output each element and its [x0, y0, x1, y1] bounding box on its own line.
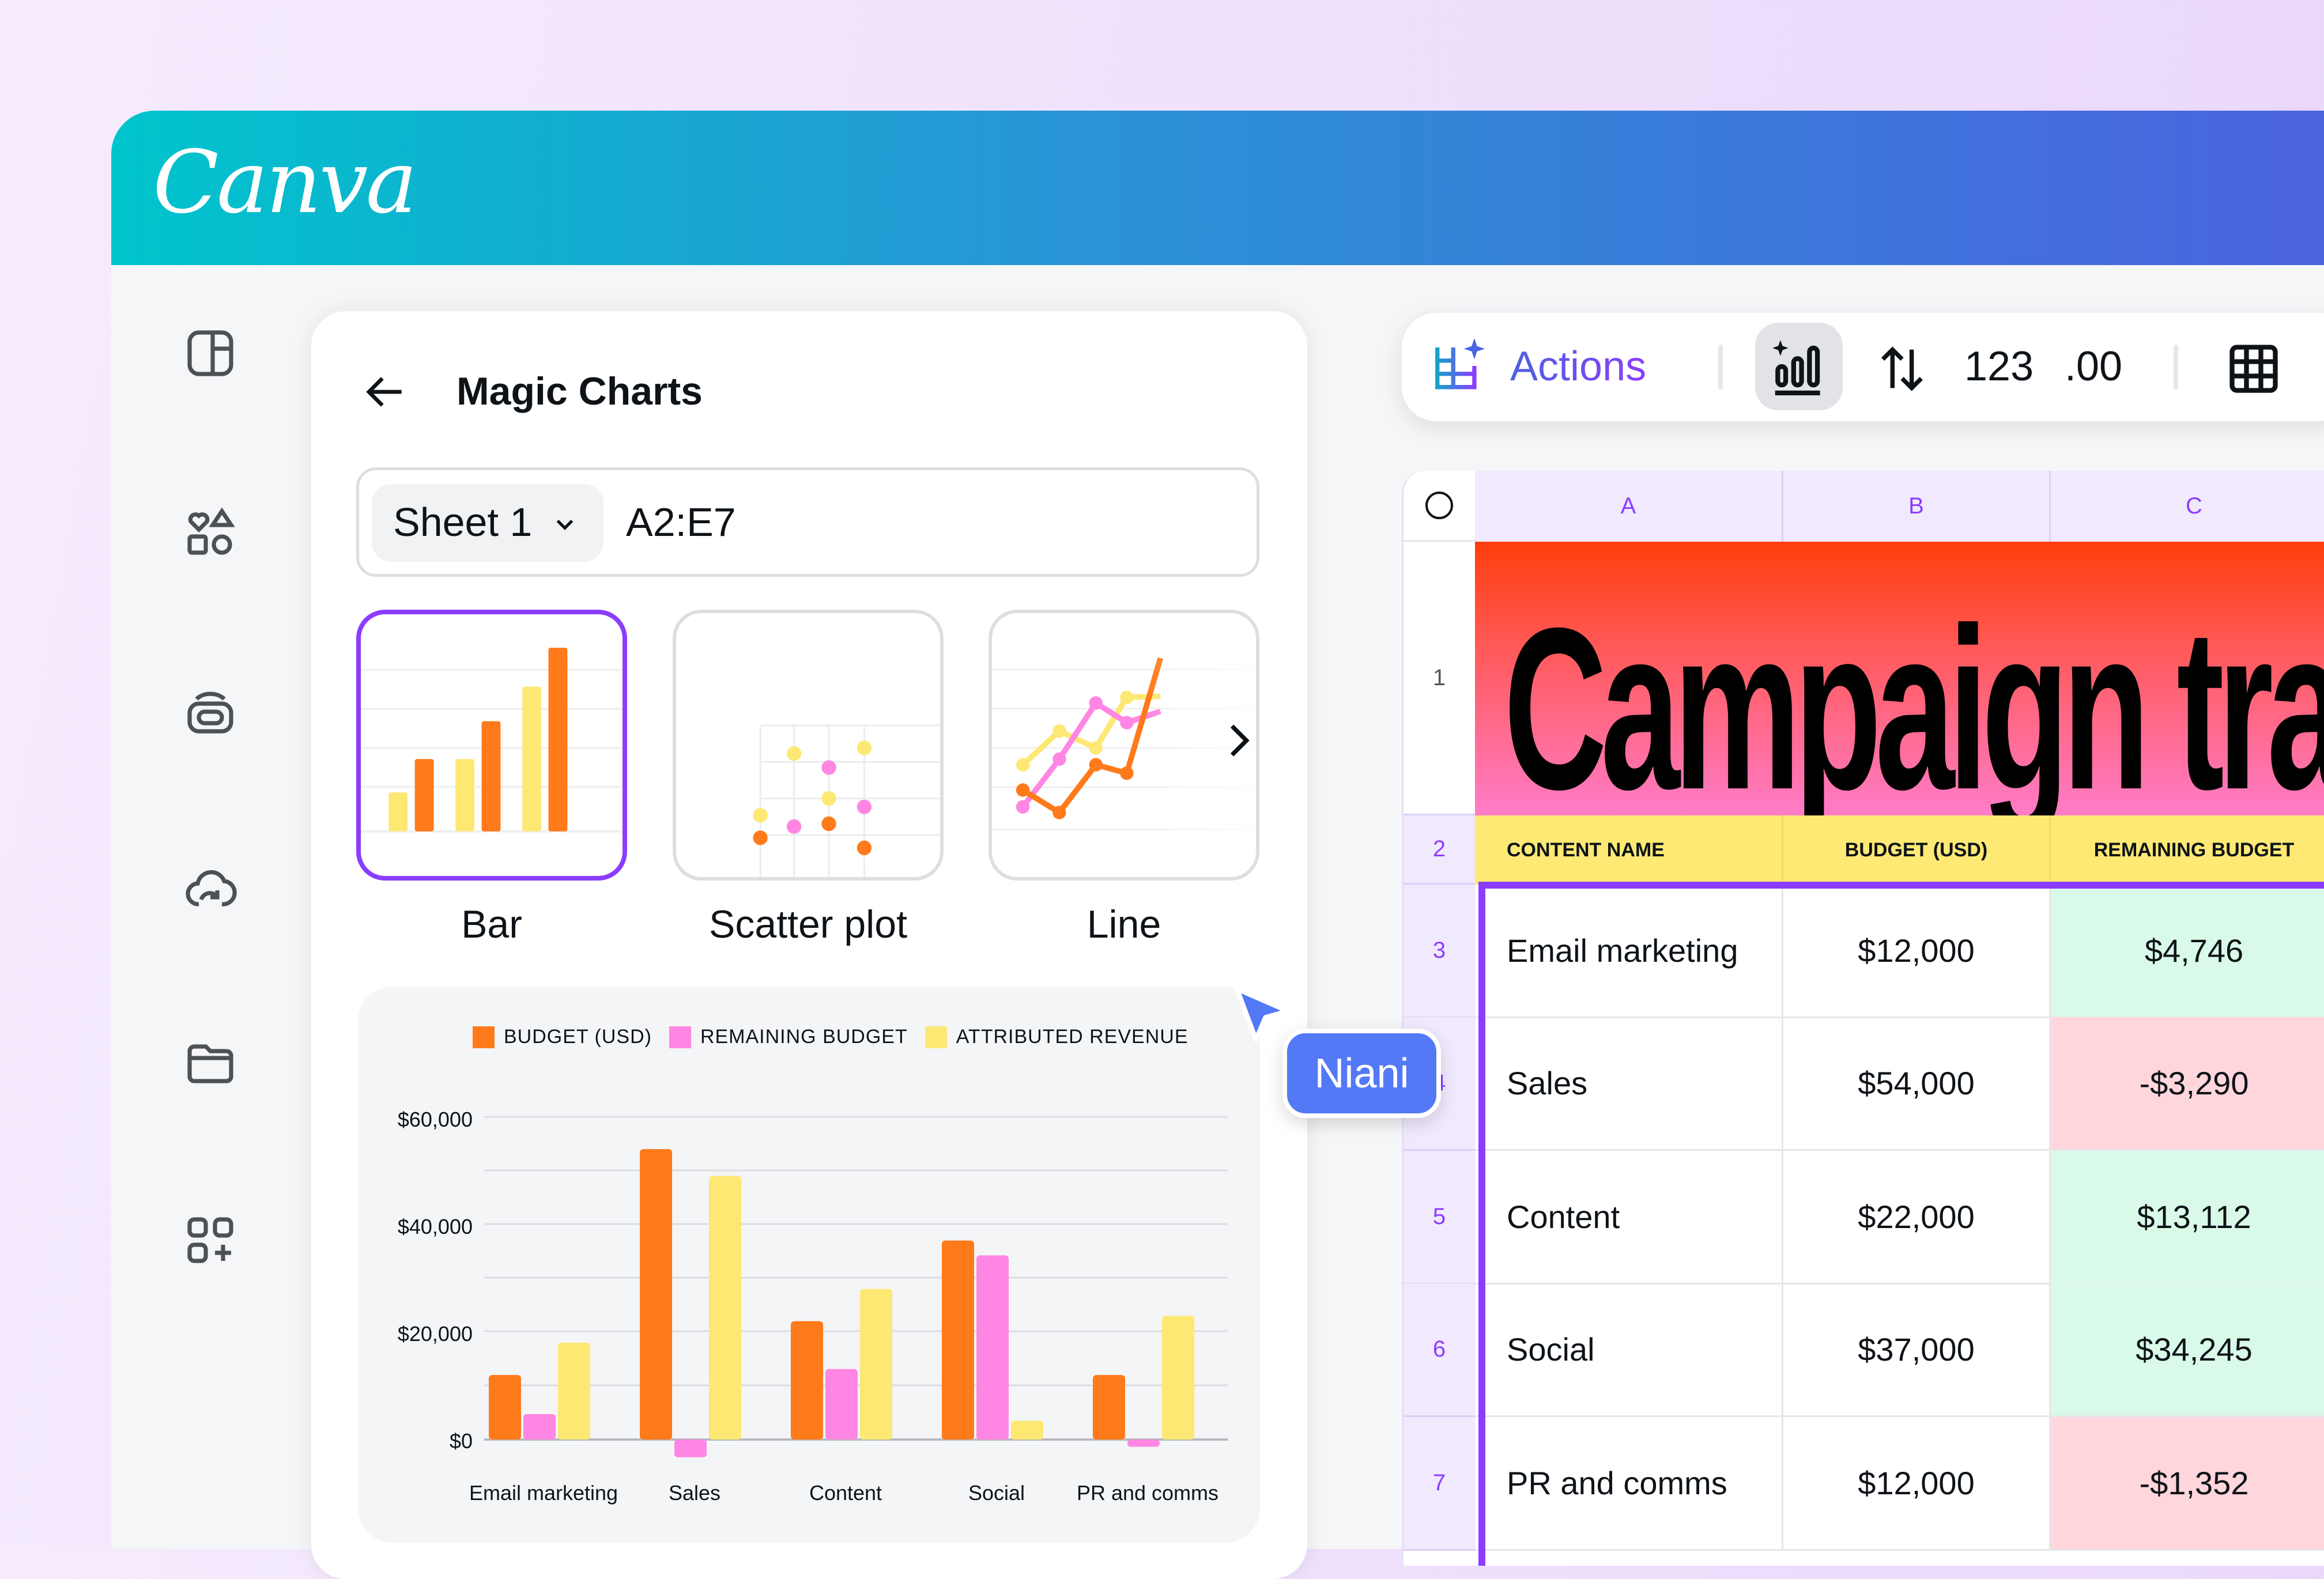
budget-cell[interactable]: $37,000 [1783, 1283, 2051, 1417]
range-selection [1478, 882, 2324, 1566]
decimal-format-button[interactable]: .00 [2065, 343, 2123, 390]
bar[interactable] [976, 1255, 1009, 1440]
legend-item: BUDGET (USD) [473, 1026, 652, 1048]
remaining-budget-cell[interactable]: $34,245 [2051, 1283, 2324, 1417]
bar[interactable] [1093, 1375, 1125, 1440]
folder-icon[interactable] [183, 1035, 238, 1090]
content-name-cell[interactable]: Email marketing [1475, 885, 1783, 1018]
row-header[interactable]: 3 [1404, 885, 1475, 1018]
content-name-cell[interactable]: Social [1475, 1283, 1783, 1417]
sheet-select[interactable] [372, 484, 603, 562]
bar[interactable] [709, 1176, 741, 1440]
actions-button[interactable]: Actions [1510, 343, 1647, 390]
remaining-budget-cell[interactable]: -$3,290 [2051, 1017, 2324, 1151]
bar[interactable] [1127, 1440, 1160, 1447]
legend-item: ATTRIBUTED REVENUE [925, 1026, 1189, 1048]
cloud-upload-icon[interactable] [183, 860, 238, 916]
toolbar-divider [2174, 345, 2178, 390]
header-cell[interactable]: BUDGET (USD) [1783, 815, 2051, 885]
chart-type-label: Scatter plot [709, 902, 907, 946]
y-tick-label: $20,000 [397, 1322, 473, 1346]
title-cell[interactable]: Campaign tra [1475, 542, 2324, 815]
x-tick-label: Content [809, 1481, 882, 1505]
spreadsheet-grid[interactable]: A B C 1 Campaign tra 2 CONTENT NAME BUDG… [1402, 471, 2324, 1566]
sheet-title: Campaign tra [1504, 580, 2324, 815]
budget-cell[interactable]: $54,000 [1783, 1017, 2051, 1151]
x-tick-label: Email marketing [469, 1481, 618, 1505]
column-header-c[interactable]: C [2051, 471, 2324, 542]
remaining-budget-cell[interactable]: $4,746 [2051, 885, 2324, 1018]
row-header[interactable]: 6 [1404, 1283, 1475, 1417]
panel-title: Magic Charts [456, 369, 703, 413]
content-name-cell[interactable]: Content [1475, 1151, 1783, 1285]
bar[interactable] [825, 1369, 858, 1440]
header-cell[interactable]: CONTENT NAME [1475, 815, 1783, 885]
row-header[interactable]: 1 [1404, 542, 1475, 815]
chevron-right-icon[interactable] [1222, 717, 1257, 764]
canva-logo[interactable]: Canva [153, 133, 417, 233]
sort-icon[interactable] [1873, 340, 1931, 398]
sheet-select-label: Sheet 1 [393, 500, 533, 545]
app-header [111, 111, 2324, 265]
line-thumbnail-icon [992, 613, 1256, 877]
magic-chart-button[interactable] [1755, 323, 1843, 410]
collaborator-name-tag: Niani [1282, 1029, 1441, 1118]
bar[interactable] [523, 1414, 556, 1440]
chart-type-scatter[interactable] [673, 610, 944, 881]
y-tick-label: $40,000 [397, 1215, 473, 1238]
remaining-budget-cell[interactable]: -$1,352 [2051, 1417, 2324, 1551]
bar-chart-plot [484, 1116, 1228, 1457]
chart-type-bar[interactable] [356, 610, 627, 881]
column-header-b[interactable]: B [1783, 471, 2051, 542]
y-tick-label: $60,000 [397, 1108, 473, 1131]
x-tick-label: Sales [668, 1481, 721, 1505]
magic-actions-icon[interactable] [1429, 334, 1493, 398]
chart-legend: BUDGET (USD) REMAINING BUDGET ATTRIBUTED… [473, 1026, 1189, 1048]
apps-add-icon[interactable] [183, 1212, 238, 1268]
budget-cell[interactable]: $12,000 [1783, 885, 2051, 1018]
remaining-budget-cell[interactable]: $13,112 [2051, 1151, 2324, 1285]
bar[interactable] [558, 1343, 590, 1440]
bar[interactable] [640, 1149, 672, 1440]
number-format-button[interactable]: 123 [1964, 343, 2034, 390]
select-all-circle-icon[interactable] [1404, 471, 1475, 542]
elements-shapes-icon[interactable] [183, 504, 238, 560]
legend-item: REMAINING BUDGET [669, 1026, 908, 1048]
layout-panel-icon[interactable] [183, 326, 238, 381]
budget-cell[interactable]: $22,000 [1783, 1151, 2051, 1285]
bar[interactable] [791, 1321, 823, 1440]
column-header-a[interactable]: A [1475, 471, 1783, 542]
header-cell[interactable]: REMAINING BUDGET [2051, 815, 2324, 885]
y-tick-label: $0 [449, 1429, 473, 1453]
chevron-down-icon[interactable] [550, 510, 579, 539]
row-header[interactable]: 2 [1404, 815, 1475, 885]
bar-thumbnail-icon [361, 647, 622, 833]
chart-type-label: Bar [461, 902, 522, 946]
x-tick-label: Social [968, 1481, 1025, 1505]
table-grid-icon[interactable] [2225, 340, 2282, 398]
chart-type-line[interactable] [989, 610, 1259, 881]
collaborator-cursor-icon [1231, 983, 1294, 1046]
row-header[interactable]: 7 [1404, 1417, 1475, 1551]
scatter-thumbnail-icon [753, 724, 940, 877]
chart-type-label: Line [1086, 902, 1161, 946]
bar[interactable] [860, 1289, 892, 1440]
magic-chart-icon [1772, 340, 1820, 395]
bar[interactable] [674, 1440, 707, 1457]
range-input[interactable]: A2:E7 [626, 500, 736, 545]
sheet-toolbar [1402, 313, 2324, 421]
content-name-cell[interactable]: Sales [1475, 1017, 1783, 1151]
back-arrow-icon[interactable] [363, 369, 409, 415]
x-tick-label: PR and comms [1076, 1481, 1219, 1505]
data-range-field[interactable] [356, 467, 1259, 577]
toolbar-divider [1718, 345, 1723, 390]
brand-kit-icon[interactable] [183, 683, 238, 738]
bar[interactable] [1011, 1421, 1043, 1440]
chart-preview[interactable] [358, 987, 1260, 1543]
row-header[interactable]: 5 [1404, 1151, 1475, 1285]
bar[interactable] [489, 1375, 521, 1440]
bar[interactable] [942, 1240, 974, 1440]
bar[interactable] [1162, 1316, 1194, 1440]
